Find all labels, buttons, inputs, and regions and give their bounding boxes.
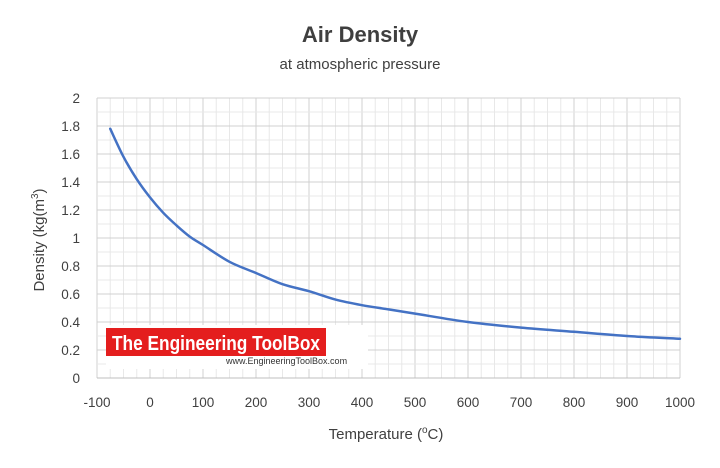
data-point [308, 290, 310, 293]
y-tick-label: 1 [72, 231, 80, 246]
y-tick-label: 0.2 [61, 343, 80, 358]
x-axis-label: Temperature (oC) [329, 425, 444, 443]
x-tick-label: 100 [192, 395, 215, 410]
data-point [520, 326, 522, 329]
x-tick-label: 800 [563, 395, 586, 410]
grid [96, 97, 681, 379]
data-point [281, 283, 284, 286]
y-tick-label: 0 [72, 371, 80, 386]
y-tick-label: 1.8 [61, 119, 80, 134]
data-point [109, 128, 112, 130]
data-point [334, 298, 337, 301]
y-tick-label: 0.8 [61, 259, 80, 274]
y-tick-label: 0.6 [61, 287, 80, 302]
density-series-line [109, 127, 682, 341]
data-point [135, 178, 138, 180]
x-tick-label: -100 [83, 395, 110, 410]
tick-labels: -100 0 100 200 300 400 500 600 700 800 900 100000.2… [61, 91, 695, 410]
data-point [467, 321, 469, 323]
data-point [202, 244, 204, 246]
data-point [361, 304, 363, 307]
x-tick-label: 200 [245, 395, 268, 410]
y-tick-label: 1.4 [61, 175, 80, 190]
y-tick-label: 0.4 [61, 315, 80, 330]
x-tick-label: 700 [510, 395, 533, 410]
data-point [387, 308, 390, 311]
data-point [122, 156, 125, 158]
x-tick-label: 300 [298, 395, 321, 410]
chart-subtitle: at atmospheric pressure [280, 56, 441, 73]
x-tick-label: 400 [351, 395, 374, 410]
y-tick-label: 1.2 [61, 203, 80, 218]
watermark-url: www.EngineeringToolBox.com [225, 356, 347, 366]
x-tick-label: 900 [616, 395, 639, 410]
watermark-band [106, 328, 326, 356]
data-point [626, 335, 628, 337]
y-tick-label: 2 [72, 91, 80, 106]
data-point [149, 196, 151, 199]
watermark: The Engineering ToolBox www.EngineeringT… [106, 325, 368, 369]
data-point [679, 338, 681, 340]
x-tick-label: 600 [457, 395, 480, 410]
y-tick-label: 1.6 [61, 147, 80, 162]
y-axis-label: Density (kg(m3) [30, 188, 48, 291]
data-point [228, 261, 231, 263]
series-layer [109, 127, 682, 341]
data-point [255, 272, 257, 274]
data-point [175, 224, 178, 227]
x-tick-label: 500 [404, 395, 427, 410]
data-point [573, 331, 575, 333]
x-tick-label: 1000 [665, 395, 695, 410]
chart-title: Air Density [302, 22, 419, 47]
data-point [188, 235, 191, 238]
x-tick-label: 0 [146, 395, 154, 410]
watermark-name: The Engineering ToolBox [112, 333, 320, 355]
data-point [414, 312, 416, 315]
data-point [162, 212, 165, 214]
